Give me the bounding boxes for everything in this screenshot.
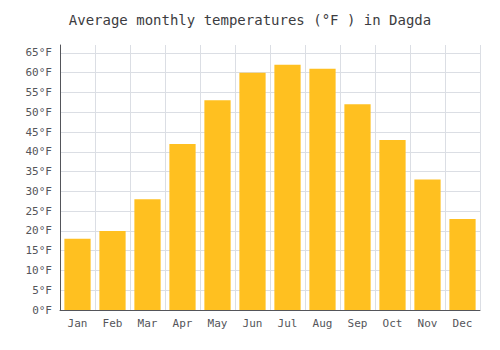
svg-text:30°F: 30°F [26,185,53,198]
svg-text:40°F: 40°F [26,145,53,158]
svg-text:0°F: 0°F [32,304,52,317]
svg-text:55°F: 55°F [26,86,53,99]
svg-text:15°F: 15°F [26,244,53,257]
svg-text:25°F: 25°F [26,205,53,218]
svg-text:60°F: 60°F [26,66,53,79]
svg-text:10°F: 10°F [26,264,53,277]
svg-text:Jan: Jan [68,317,88,330]
svg-text:Nov: Nov [418,317,438,330]
svg-text:65°F: 65°F [26,46,53,59]
svg-text:20°F: 20°F [26,224,53,237]
svg-text:Feb: Feb [103,317,123,330]
svg-text:Aug: Aug [313,317,333,330]
svg-text:Dec: Dec [453,317,473,330]
svg-text:May: May [208,317,228,330]
svg-text:Average monthly temperatures (: Average monthly temperatures (°F ) in Da… [69,12,431,28]
svg-text:50°F: 50°F [26,106,53,119]
svg-text:5°F: 5°F [32,284,52,297]
svg-text:Jul: Jul [278,317,298,330]
svg-text:Sep: Sep [348,317,368,330]
svg-text:Mar: Mar [138,317,158,330]
svg-text:Apr: Apr [173,317,193,330]
svg-text:Jun: Jun [243,317,263,330]
svg-text:35°F: 35°F [26,165,53,178]
svg-text:45°F: 45°F [26,126,53,139]
svg-text:Oct: Oct [383,317,403,330]
